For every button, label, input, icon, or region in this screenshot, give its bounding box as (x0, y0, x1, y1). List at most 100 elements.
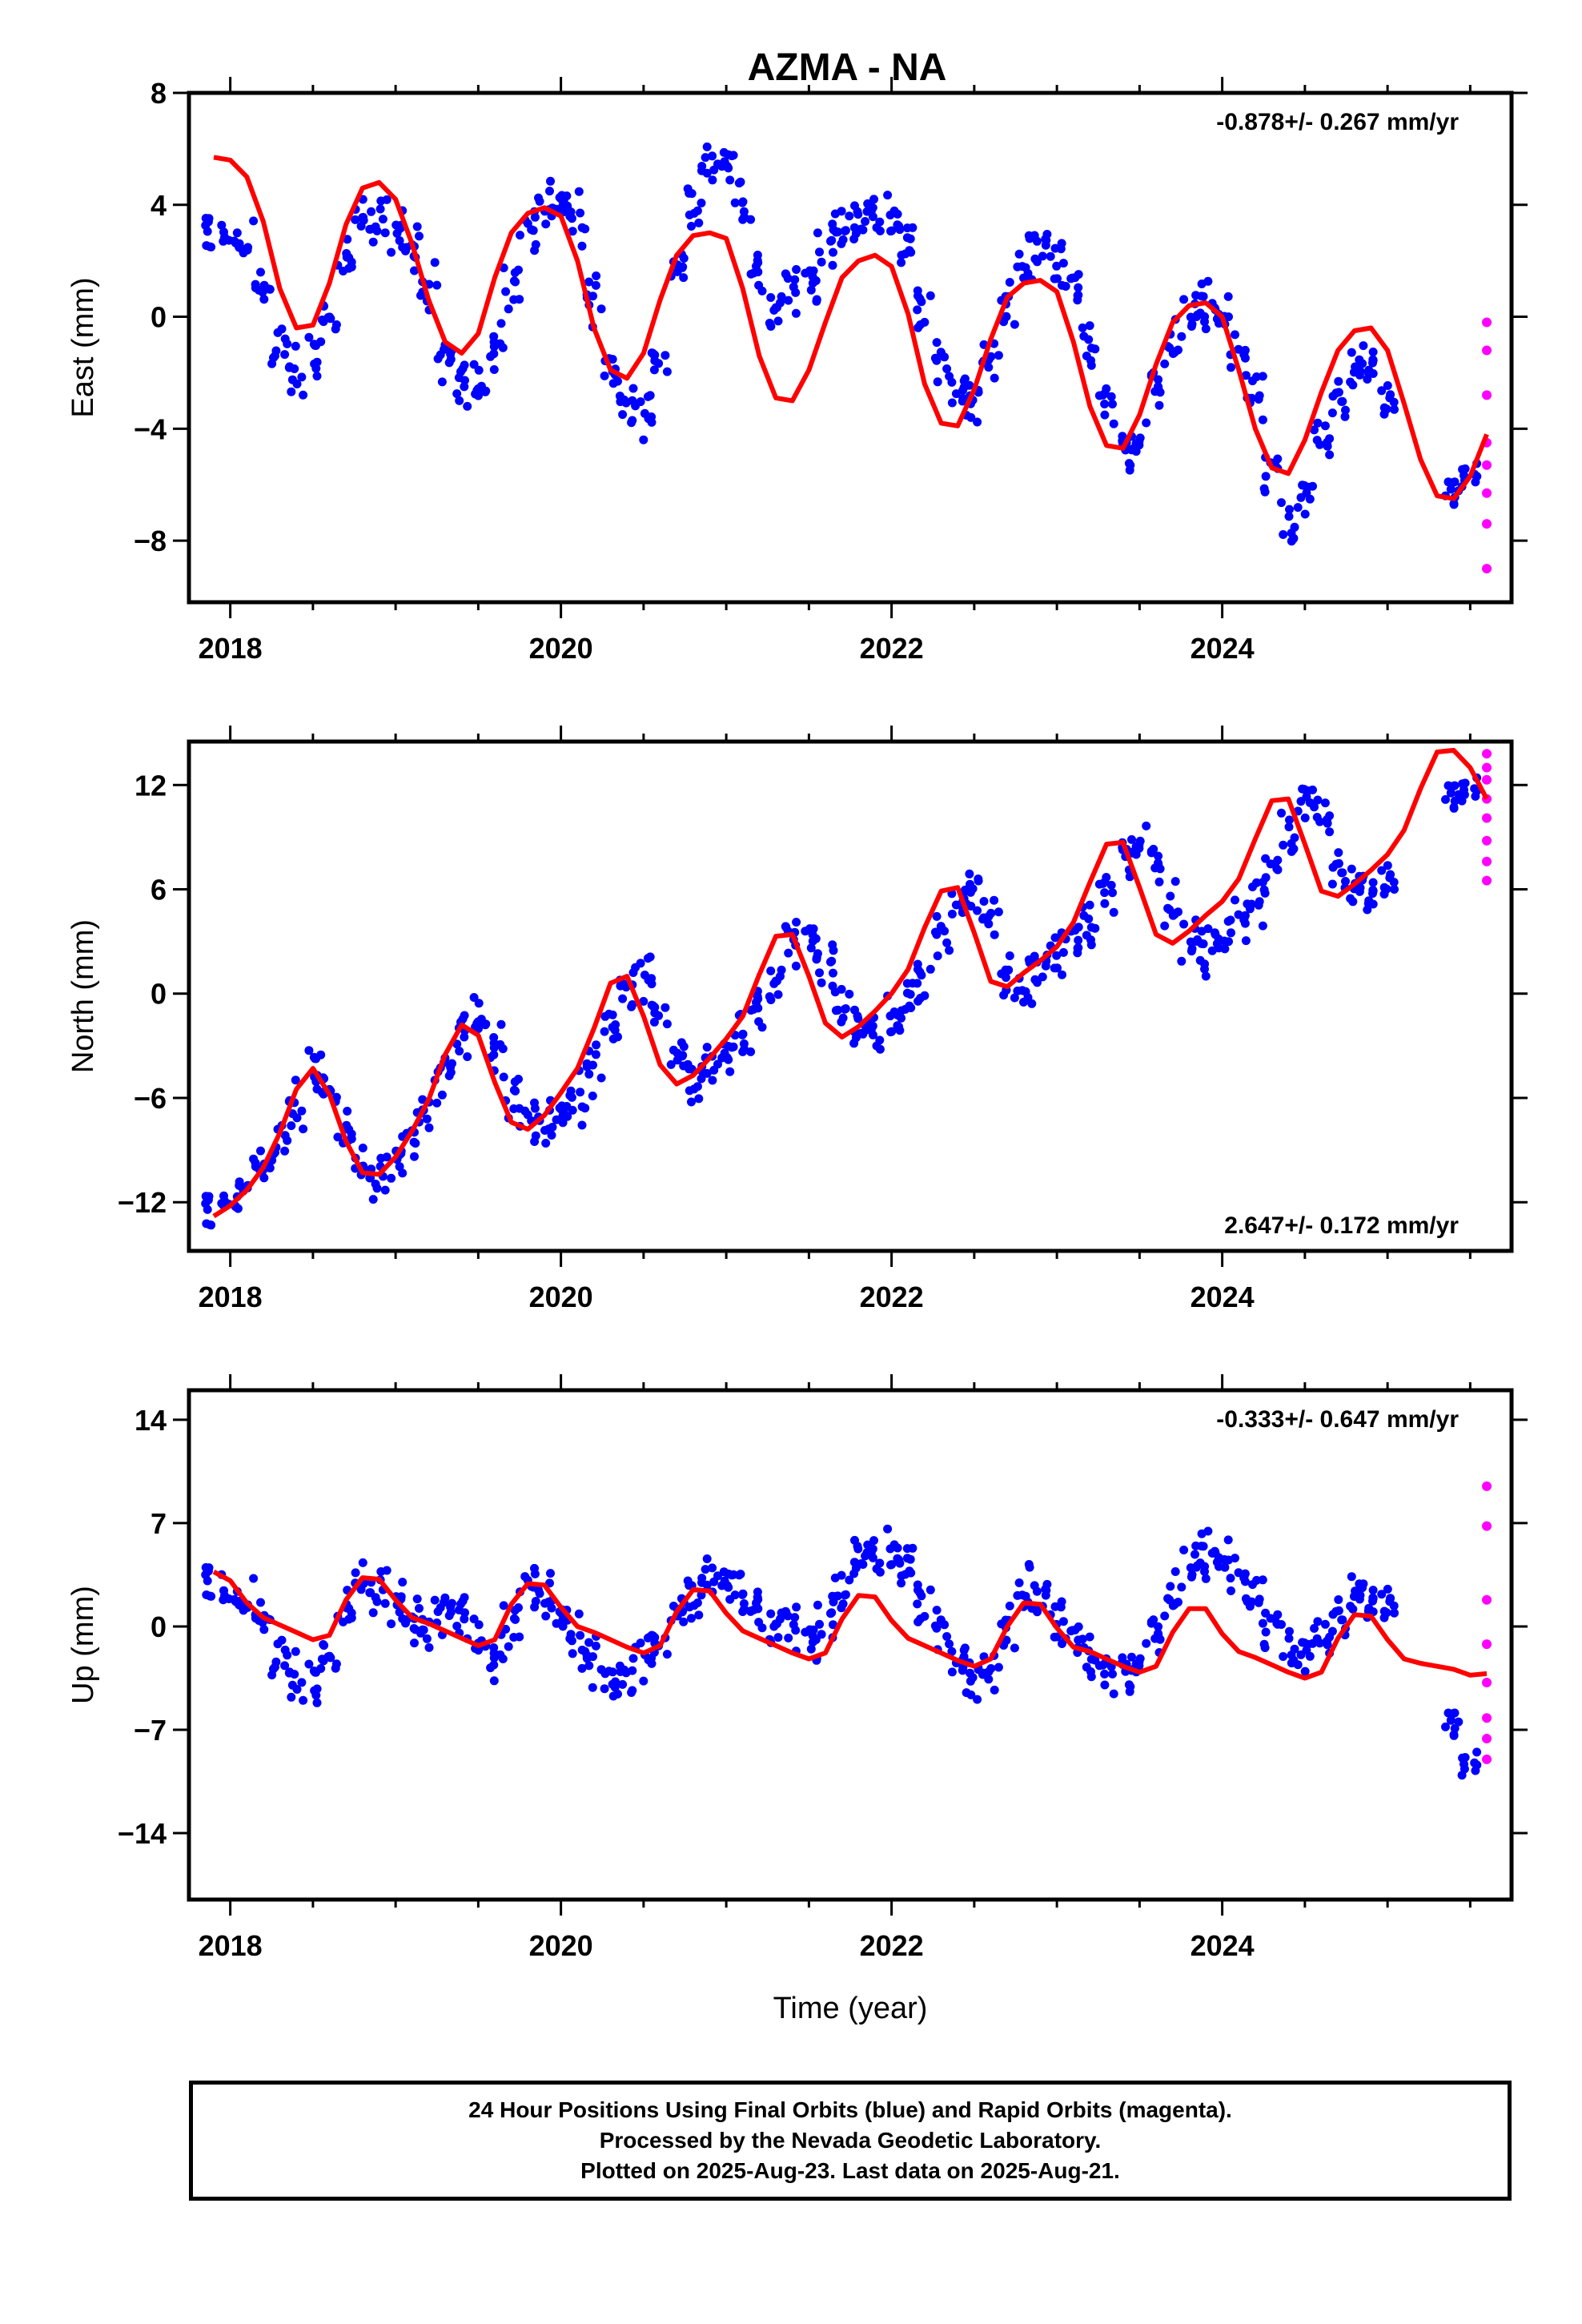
final-point (994, 1663, 1003, 1672)
final-point (815, 1619, 824, 1629)
final-point (746, 1006, 756, 1015)
final-point (1078, 323, 1087, 332)
final-point (410, 1638, 419, 1648)
final-point (887, 1027, 897, 1036)
final-point (1379, 890, 1389, 899)
final-point (725, 1067, 735, 1076)
final-point (791, 308, 801, 318)
final-point (845, 989, 854, 999)
final-point (697, 1074, 706, 1084)
final-point (908, 223, 917, 232)
final-point (1383, 1584, 1392, 1594)
final-point (1368, 356, 1378, 365)
final-point (1010, 1643, 1019, 1653)
final-point (1014, 1578, 1024, 1587)
rate-label: 2.647+/- 0.172 mm/yr (1224, 1212, 1459, 1239)
final-point (380, 1185, 390, 1195)
final-point (1284, 822, 1294, 832)
final-point (343, 235, 352, 244)
final-point (1446, 788, 1456, 798)
final-point (669, 1045, 678, 1055)
final-point (577, 1120, 587, 1130)
final-point (291, 341, 300, 351)
final-point (608, 1691, 618, 1701)
final-point (219, 1586, 228, 1595)
final-point (1341, 877, 1350, 886)
final-point (841, 226, 850, 235)
final-point (709, 1065, 719, 1075)
rapid-point (1482, 749, 1492, 759)
final-point (489, 1676, 499, 1686)
final-point (913, 996, 923, 1006)
final-point (437, 1090, 447, 1100)
final-point (717, 1581, 727, 1590)
final-point (256, 1598, 265, 1607)
final-point (511, 1614, 520, 1624)
final-point (965, 869, 974, 879)
final-point (331, 324, 340, 334)
final-point (1070, 273, 1080, 283)
final-point (968, 1673, 978, 1683)
final-point (256, 1146, 265, 1156)
rapid-point (1482, 856, 1492, 866)
y-tick-label: 6 (151, 874, 167, 907)
final-point (1135, 1654, 1145, 1663)
final-point (1142, 418, 1151, 428)
final-point (1340, 412, 1350, 421)
final-point (1334, 376, 1343, 386)
final-point (576, 1630, 585, 1640)
final-point (1200, 959, 1210, 969)
final-point (784, 296, 793, 305)
final-point (1219, 936, 1229, 946)
final-point (945, 946, 954, 955)
final-point (618, 994, 628, 1003)
final-point (1325, 827, 1335, 837)
final-point (368, 237, 378, 247)
final-point (463, 1052, 472, 1061)
final-point (1085, 1632, 1094, 1642)
final-point (356, 221, 366, 231)
panel-1: 2018 2020 2022 2024 −8 −4 0 4 8 East (mm) -0.878+/… (66, 77, 1528, 665)
final-point (913, 964, 922, 974)
final-point (1146, 848, 1156, 858)
final-point (1248, 1580, 1257, 1590)
final-point (1284, 1634, 1294, 1643)
final-point (1277, 498, 1286, 508)
final-point (979, 897, 989, 906)
final-point (1223, 292, 1233, 301)
final-point (679, 254, 689, 263)
final-point (932, 356, 942, 365)
final-point (687, 1097, 696, 1107)
rapid-point (1482, 1713, 1492, 1723)
final-point (791, 1626, 801, 1635)
final-point (476, 381, 486, 391)
final-point (1379, 409, 1389, 419)
final-point (1061, 282, 1070, 291)
rapid-point (1482, 488, 1492, 498)
final-point (331, 1663, 340, 1673)
final-point (1086, 940, 1096, 950)
x-tick-label: 2022 (860, 1929, 924, 1962)
final-point (1258, 415, 1267, 424)
final-point (1100, 888, 1110, 898)
final-point (661, 351, 670, 360)
final-point (284, 1668, 294, 1678)
final-point (1310, 802, 1319, 812)
final-point (531, 1597, 540, 1606)
final-point (356, 1585, 366, 1594)
final-point (499, 1601, 508, 1610)
final-point (291, 1647, 300, 1656)
final-point (460, 1608, 469, 1618)
final-point (1170, 1598, 1180, 1608)
final-point (857, 1559, 866, 1568)
final-point (1346, 1602, 1355, 1611)
final-point (577, 1663, 587, 1673)
final-point (662, 1019, 672, 1029)
final-point (219, 1191, 228, 1200)
final-point (430, 1595, 440, 1605)
final-point (813, 228, 822, 238)
final-point (1163, 903, 1173, 913)
model-line (212, 747, 1489, 1219)
final-point (582, 1059, 592, 1068)
final-point (913, 1586, 922, 1594)
